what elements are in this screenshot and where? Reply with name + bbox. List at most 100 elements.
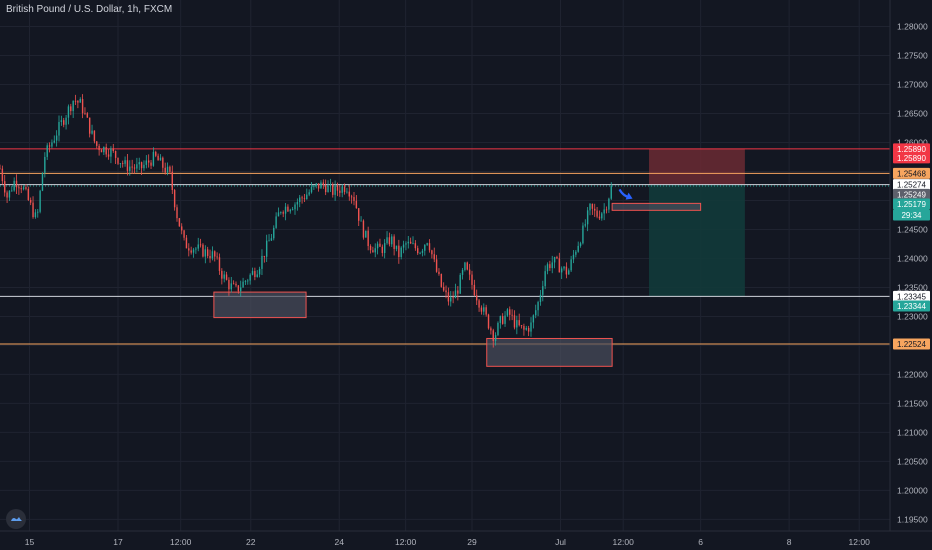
candle-body bbox=[506, 309, 509, 316]
demand-zone-rectangle[interactable] bbox=[486, 337, 613, 367]
candle-body bbox=[584, 224, 586, 226]
candle-body bbox=[393, 236, 395, 250]
candle-body bbox=[1, 168, 4, 182]
price-tag-label: 1.22524 bbox=[897, 340, 926, 349]
price-tick-label: 1.20000 bbox=[897, 485, 928, 495]
candle-body bbox=[490, 328, 492, 331]
candle-body bbox=[124, 160, 126, 164]
candle-body bbox=[159, 157, 162, 161]
candle-body bbox=[157, 155, 159, 161]
candle-body bbox=[376, 243, 379, 249]
candle-body bbox=[358, 208, 360, 221]
candle-body bbox=[67, 106, 70, 118]
candle-body bbox=[511, 314, 513, 316]
candle-body bbox=[544, 271, 546, 287]
candle-body bbox=[150, 162, 152, 166]
time-axis[interactable]: 15 17 12:00 22 24 12:00 29 Jul 12:00 6 8 12:00 bbox=[0, 530, 932, 547]
candle-body bbox=[412, 243, 414, 244]
time-tick-label: Jul bbox=[555, 537, 566, 547]
price-tick-label: 1.21000 bbox=[897, 427, 928, 437]
symbol-title: British Pound / U.S. Dollar, 1h, FXCM bbox=[6, 4, 173, 15]
candle-body bbox=[329, 184, 332, 186]
candle-body bbox=[353, 197, 355, 201]
candle-body bbox=[527, 327, 530, 332]
candle-body bbox=[287, 206, 289, 212]
arrow-layer[interactable] bbox=[618, 188, 633, 200]
candle-body bbox=[221, 270, 223, 279]
candle-body bbox=[598, 216, 601, 219]
candle-body bbox=[55, 135, 58, 141]
candle-body bbox=[51, 142, 53, 147]
time-tick-label: 15 bbox=[25, 537, 35, 547]
short-position-stop-zone[interactable] bbox=[649, 148, 745, 185]
candle-body bbox=[185, 237, 188, 249]
price-tag bbox=[893, 338, 930, 350]
candle-body bbox=[275, 216, 277, 228]
candle-body bbox=[58, 122, 60, 136]
candle-body bbox=[442, 286, 445, 291]
candle-body bbox=[291, 209, 294, 211]
candle-body bbox=[268, 240, 270, 242]
candle-body bbox=[374, 248, 376, 253]
candle-body bbox=[37, 211, 39, 213]
candle-body bbox=[530, 322, 532, 332]
candle-body bbox=[433, 254, 435, 260]
candle-body bbox=[27, 188, 30, 200]
candle-body bbox=[261, 255, 263, 269]
time-tick-label: 8 bbox=[787, 537, 792, 547]
demand-zone-rectangle[interactable] bbox=[213, 291, 307, 319]
candle-body bbox=[605, 209, 608, 211]
candle-body bbox=[230, 283, 232, 290]
candle-body bbox=[299, 197, 301, 203]
candle-body bbox=[282, 212, 284, 214]
price-axis[interactable]: 1.280001.275001.270001.265001.260001.255… bbox=[889, 0, 932, 550]
candle-body bbox=[136, 164, 138, 169]
short-position-target-zone[interactable] bbox=[649, 184, 745, 297]
candle-body bbox=[468, 269, 471, 275]
candle-body bbox=[346, 191, 348, 193]
candle-body bbox=[610, 185, 612, 199]
candle-body bbox=[110, 148, 112, 157]
candle-body bbox=[103, 146, 105, 153]
candle-body bbox=[518, 320, 520, 326]
candle-body bbox=[48, 145, 51, 147]
candle-body bbox=[568, 270, 570, 275]
candle-body bbox=[147, 160, 150, 163]
candle-body bbox=[140, 162, 143, 169]
candle-body bbox=[414, 243, 417, 249]
candle-body bbox=[39, 190, 41, 212]
horizontal-lines-layer[interactable] bbox=[0, 148, 890, 345]
candle-body bbox=[72, 100, 74, 112]
zones-layer[interactable] bbox=[213, 202, 702, 367]
candle-body bbox=[232, 283, 235, 285]
price-tag-label: 1.25274 bbox=[897, 181, 926, 190]
candle-body bbox=[398, 245, 400, 257]
candle-body bbox=[164, 167, 166, 173]
candle-body bbox=[520, 325, 523, 327]
tradingview-logo-icon[interactable] bbox=[6, 509, 26, 529]
candle-body bbox=[445, 290, 447, 293]
candle-body bbox=[471, 274, 473, 285]
time-tick-label: 12:00 bbox=[395, 537, 417, 547]
price-tag-label: 1.25890 bbox=[897, 145, 926, 154]
candle-body bbox=[122, 163, 124, 165]
candle-body bbox=[44, 156, 46, 173]
candle-body bbox=[596, 210, 598, 217]
candle-body bbox=[114, 151, 117, 158]
candle-body bbox=[499, 316, 502, 323]
candle-body bbox=[145, 160, 148, 165]
candle-body bbox=[60, 120, 63, 123]
demand-zone-rectangle[interactable] bbox=[611, 202, 702, 211]
candle-body bbox=[0, 168, 1, 170]
short-position-tool[interactable] bbox=[649, 148, 745, 297]
candle-body bbox=[577, 245, 579, 252]
candle-body bbox=[464, 262, 466, 270]
candle-body bbox=[244, 281, 247, 282]
candle-body bbox=[18, 187, 20, 189]
candle-body bbox=[91, 130, 93, 134]
candle-body bbox=[192, 249, 195, 253]
candle-body bbox=[263, 255, 266, 257]
